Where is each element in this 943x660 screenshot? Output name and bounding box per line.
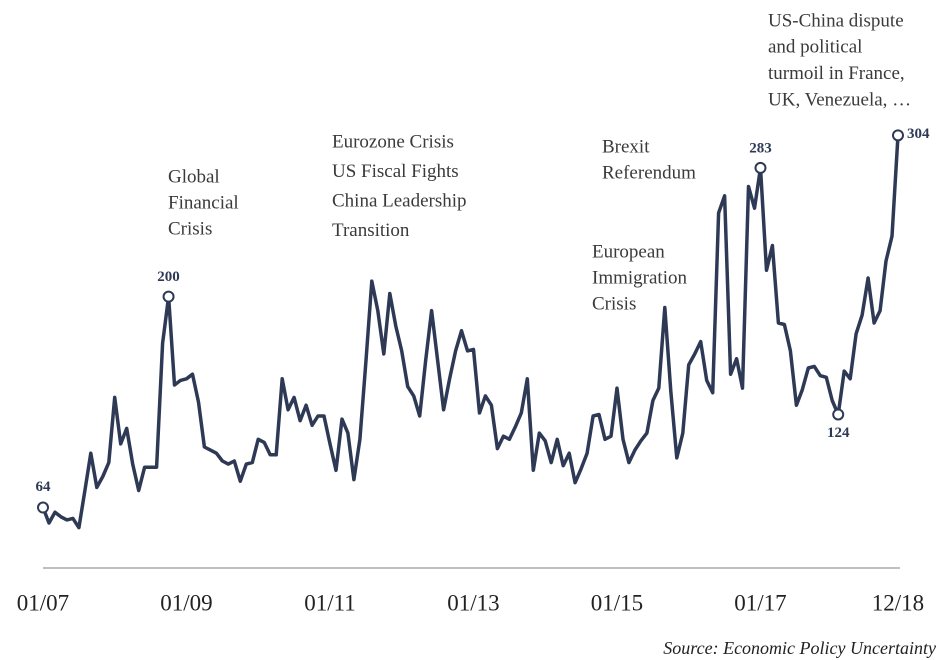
line (41, 135, 900, 530)
annotation: and political (768, 37, 862, 58)
annotation: Eurozone Crisis (332, 131, 454, 152)
annotation: China Leadership (332, 190, 467, 211)
value-label: 304 (907, 126, 930, 142)
point-marker (162, 290, 175, 303)
annotation: turmoil in France, (768, 63, 905, 84)
annotation: Financial (168, 192, 239, 213)
point-marker (892, 129, 904, 142)
value-label: 200 (157, 269, 180, 285)
x-tick-label: 01/15 (591, 590, 643, 615)
annotation: Crisis (592, 293, 636, 314)
x-tick-label: 01/07 (17, 590, 69, 615)
annotation: US-China dispute (768, 10, 904, 31)
annotation: Immigration (592, 267, 687, 288)
annotation: US Fiscal Fights (332, 161, 459, 182)
annotation: Global (168, 166, 220, 187)
annotation: UK, Venezuela, … (768, 89, 911, 110)
point-marker (37, 501, 49, 514)
value-label: 283 (749, 140, 772, 156)
annotation: Referendum (602, 162, 696, 183)
annotation: Crisis (168, 218, 212, 239)
point-marker (832, 408, 845, 421)
annotation: European (592, 241, 665, 262)
annotation: Transition (332, 220, 410, 241)
value-label: 124 (827, 425, 850, 441)
x-tick-label: 01/09 (160, 590, 212, 615)
x-tick-label: 01/17 (734, 590, 786, 615)
point-marker (754, 161, 767, 174)
value-label: 64 (36, 479, 52, 495)
annotation: Brexit (602, 136, 650, 157)
x-tick-label: 12/18 (872, 590, 924, 615)
x-tick-label: 01/13 (447, 590, 499, 615)
source: Source: Economic Policy Uncertainty (663, 638, 936, 658)
x-tick-label: 01/11 (304, 590, 356, 615)
